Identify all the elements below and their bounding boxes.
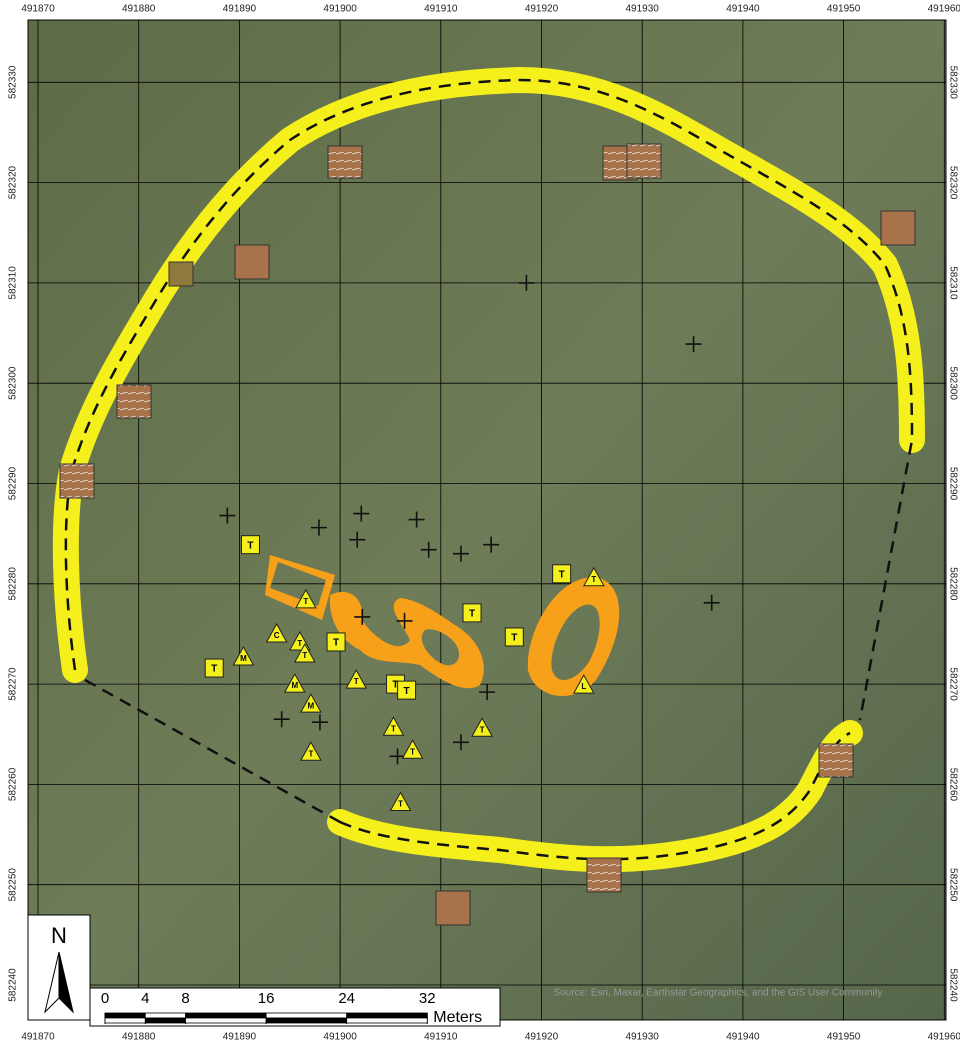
- x-label-top: 491960: [928, 4, 960, 15]
- x-label-top: 491950: [827, 4, 861, 15]
- y-label-left: 582280: [8, 567, 19, 601]
- triangle-marker-label: M: [308, 701, 315, 710]
- square-marker-label: T: [333, 638, 339, 649]
- y-label-left: 582310: [8, 266, 19, 300]
- pit: [169, 262, 193, 286]
- scale-segment: [145, 1018, 185, 1023]
- triangle-marker-label: M: [240, 654, 247, 663]
- north-label: N: [51, 923, 67, 948]
- y-label-left: 582260: [8, 767, 19, 801]
- north-arrow: N: [28, 915, 90, 1020]
- triangle-marker-label: T: [391, 724, 396, 733]
- y-label-right: 582290: [947, 467, 958, 501]
- square-marker-label: T: [247, 540, 253, 551]
- scale-label: 16: [258, 990, 275, 1007]
- scale-unit: Meters: [433, 1009, 482, 1026]
- attribution: Source: Esri, Maxar, Earthstar Geographi…: [553, 988, 882, 999]
- x-label-bottom: 491940: [726, 1032, 760, 1043]
- triangle-marker-label: T: [480, 725, 485, 734]
- triangle-marker-label: T: [308, 749, 313, 758]
- y-label-left: 582300: [8, 366, 19, 400]
- x-label-top: 491870: [21, 4, 55, 15]
- triangle-marker-label: T: [303, 597, 308, 606]
- pit: [60, 464, 94, 498]
- scale-segment: [186, 1013, 267, 1018]
- x-label-bottom: 491950: [827, 1032, 861, 1043]
- x-label-top: 491910: [424, 4, 458, 15]
- x-label-top: 491880: [122, 4, 156, 15]
- x-label-top: 491930: [626, 4, 660, 15]
- pit: [328, 146, 362, 178]
- y-label-right: 582280: [947, 567, 958, 601]
- triangle-marker-label: M: [291, 681, 298, 690]
- square-marker-label: T: [469, 609, 475, 620]
- scale-segment: [347, 1013, 428, 1018]
- pit: [627, 144, 661, 178]
- triangle-marker-label: L: [581, 682, 586, 691]
- y-label-right: 582320: [947, 166, 958, 200]
- y-label-right: 582330: [947, 66, 958, 100]
- x-label-top: 491900: [323, 4, 357, 15]
- y-label-left: 582330: [8, 65, 19, 99]
- scale-segment: [105, 1013, 145, 1018]
- y-label-left: 582290: [8, 466, 19, 500]
- x-label-bottom: 491900: [323, 1032, 357, 1043]
- scale-label: 0: [101, 990, 109, 1007]
- y-label-right: 582270: [947, 667, 958, 701]
- square-marker-label: T: [511, 633, 517, 644]
- pit: [235, 245, 269, 279]
- x-label-bottom: 491920: [525, 1032, 559, 1043]
- y-label-right: 582310: [947, 266, 958, 300]
- square-marker-label: T: [211, 664, 217, 675]
- x-label-bottom: 491870: [21, 1032, 55, 1043]
- pit: [587, 858, 621, 892]
- triangle-marker-label: T: [354, 677, 359, 686]
- y-label-left: 582270: [8, 667, 19, 701]
- y-label-left: 582320: [8, 165, 19, 199]
- triangle-marker-label: T: [410, 747, 415, 756]
- triangle-marker-label: T: [297, 639, 302, 648]
- y-label-left: 582250: [8, 868, 19, 902]
- y-label-right: 582250: [947, 868, 958, 902]
- y-label-right: 582240: [947, 968, 958, 1002]
- scale-segment: [145, 1013, 185, 1018]
- scale-segment: [186, 1018, 267, 1023]
- y-label-right: 582300: [947, 367, 958, 401]
- pit: [881, 211, 915, 245]
- scale-label: 24: [338, 990, 355, 1007]
- scale-label: 32: [419, 990, 436, 1007]
- y-label-right: 582260: [947, 768, 958, 802]
- map-body: TTTTTTTTTCTTMMMTTTTTTTL Source: Esri, Ma…: [28, 20, 946, 1020]
- scale-label: 8: [181, 990, 189, 1007]
- imagery: [28, 20, 946, 1020]
- scale-segment: [266, 1013, 347, 1018]
- x-label-top: 491890: [223, 4, 257, 15]
- triangle-marker-label: T: [398, 800, 403, 809]
- x-label-bottom: 491910: [424, 1032, 458, 1043]
- x-label-top: 491920: [525, 4, 559, 15]
- scale-segment: [347, 1018, 428, 1023]
- x-label-bottom: 491880: [122, 1032, 156, 1043]
- scale-segment: [105, 1018, 145, 1023]
- pit: [819, 744, 853, 777]
- x-label-bottom: 491960: [928, 1032, 960, 1043]
- x-label-top: 491940: [726, 4, 760, 15]
- triangle-marker-label: T: [591, 575, 596, 584]
- map: TTTTTTTTTCTTMMMTTTTTTTL Source: Esri, Ma…: [0, 0, 960, 1050]
- scale-label: 4: [141, 990, 149, 1007]
- square-marker-label: T: [404, 686, 410, 697]
- pit: [117, 385, 151, 418]
- triangle-marker-label: C: [274, 631, 280, 640]
- scale-segment: [266, 1018, 347, 1023]
- y-label-left: 582240: [8, 968, 19, 1002]
- x-label-bottom: 491890: [223, 1032, 257, 1043]
- triangle-marker-label: T: [302, 651, 307, 660]
- square-marker-label: T: [559, 569, 565, 580]
- x-label-bottom: 491930: [626, 1032, 660, 1043]
- pit: [436, 891, 470, 925]
- page: {"map": { "x_labels": [491870, 491880, 4…: [0, 0, 960, 1050]
